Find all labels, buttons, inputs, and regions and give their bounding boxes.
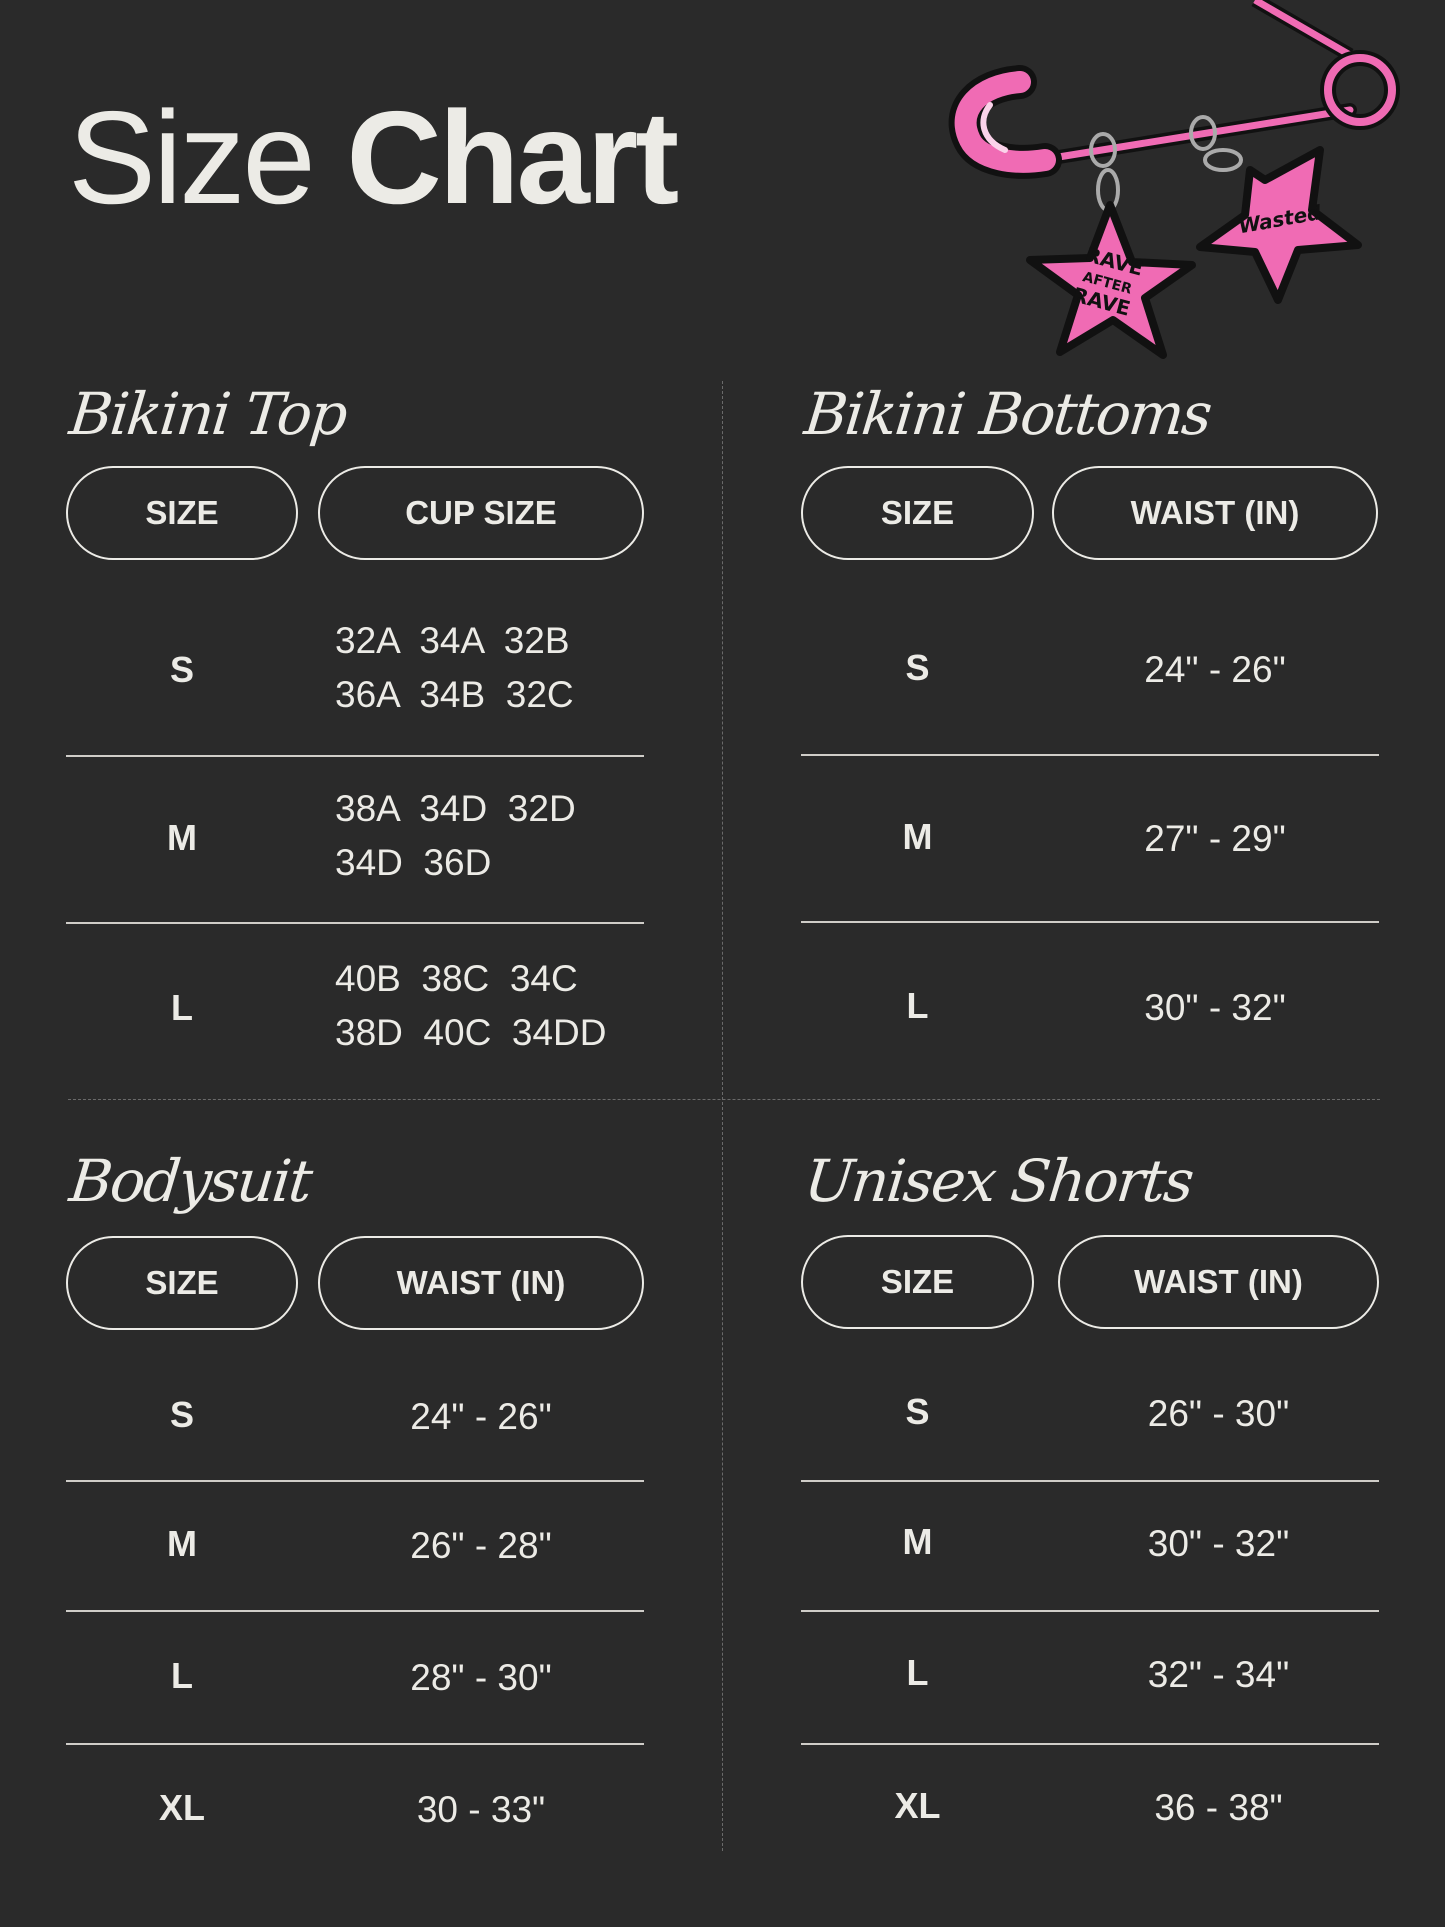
size-cell: XL [894,1785,941,1826]
size-cell: S [905,1391,930,1432]
row-divider [66,1743,644,1745]
column-header-size: SIZE [66,466,298,560]
size-cell: S [169,1394,194,1435]
size-cell: XL [158,1787,205,1828]
waist-cell: 24" - 26" [410,1396,552,1437]
row-divider [801,921,1379,923]
row-divider [801,1610,1379,1612]
section-heading: Unisex Shorts [801,1147,1196,1215]
horizontal-divider [68,1099,1380,1100]
size-cell: M [167,817,197,858]
waist-cell: 30" - 32" [1144,987,1286,1028]
waist-cell: 30 - 33" [416,1789,546,1830]
cup-size-cell: 38A 34D 32D 34D 36D [335,788,576,883]
column-header-size: SIZE [66,1236,298,1330]
column-header-size: SIZE [801,1235,1034,1329]
size-cell: M [902,1521,933,1562]
size-cell: S [169,649,194,690]
row-divider [66,1610,644,1612]
section-heading: Bikini Bottoms [801,380,1214,448]
waist-cell: 32" - 34" [1147,1654,1290,1695]
size-cell: L [906,1652,929,1693]
size-cell: S [905,647,930,688]
size-cell: M [902,816,933,857]
size-cell: L [171,1655,193,1696]
waist-cell: 24" - 26" [1144,649,1286,690]
waist-cell: 30" - 32" [1147,1523,1290,1564]
row-divider [801,754,1379,756]
cup-size-cell: 40B 38C 34C 38D 40C 34DD [335,958,607,1053]
title-light: Size [68,84,316,231]
column-header-value: CUP SIZE [318,466,644,560]
vertical-divider [722,381,723,1851]
size-cell: M [167,1523,197,1564]
waist-cell: 36 - 38" [1154,1787,1283,1828]
safety-pin-charms-logo: RAVE AFTER RAVE Wasted [948,0,1400,359]
column-header-value: WAIST (IN) [1058,1235,1379,1329]
row-divider [801,1480,1379,1482]
title-bold: Chart [346,84,679,231]
column-header-value: WAIST (IN) [1052,466,1378,560]
waist-cell: 26" - 30" [1147,1393,1290,1434]
page-title: Size Chart [68,92,679,224]
row-divider [801,1743,1379,1745]
cup-size-cell: 32A 34A 32B 36A 34B 32C [335,620,574,715]
row-divider [66,922,644,924]
column-header-size: SIZE [801,466,1034,560]
waist-cell: 27" - 29" [1144,818,1286,859]
waist-cell: 26" - 28" [410,1525,552,1566]
row-divider [66,755,644,757]
section-heading: Bodysuit [66,1147,314,1215]
section-heading: Bikini Top [66,380,350,448]
size-cell: L [171,987,193,1028]
size-cell: L [906,985,929,1026]
row-divider [66,1480,644,1482]
waist-cell: 28" - 30" [410,1657,552,1698]
column-header-value: WAIST (IN) [318,1236,644,1330]
